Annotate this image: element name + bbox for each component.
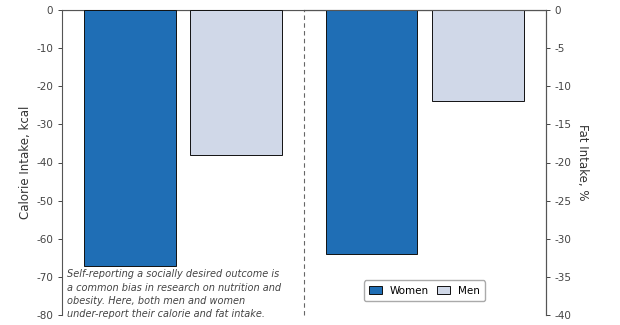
Text: Self-reporting a socially desired outcome is
a common bias in research on nutrit: Self-reporting a socially desired outcom… (67, 269, 281, 319)
Legend: Women, Men: Women, Men (364, 280, 485, 301)
Bar (84, 10, 175, 266)
Bar (326, 10, 417, 254)
Y-axis label: Fat Intake, %: Fat Intake, % (576, 124, 589, 201)
Y-axis label: Calorie Intake, kcal: Calorie Intake, kcal (19, 106, 32, 219)
Bar (190, 10, 282, 155)
Bar (432, 10, 524, 101)
